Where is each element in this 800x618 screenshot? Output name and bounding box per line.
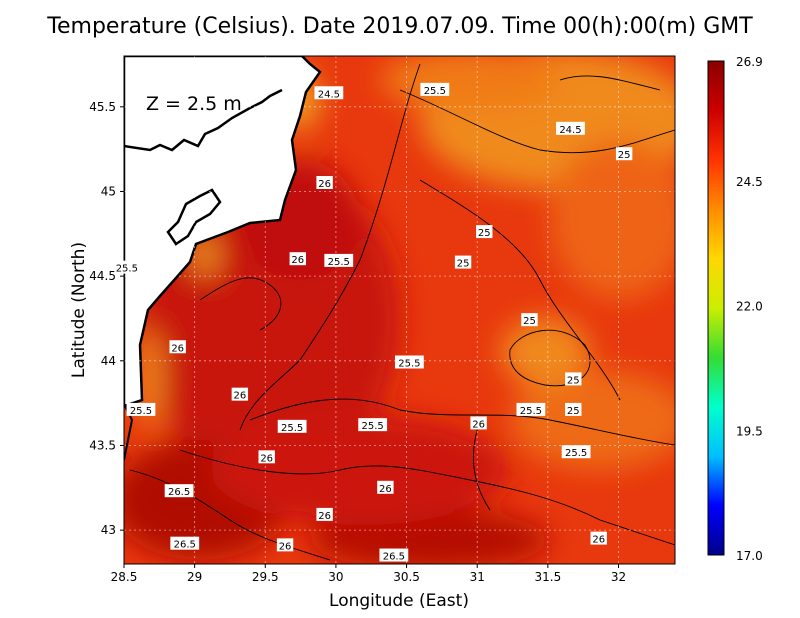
- contour-label-box: [126, 402, 156, 416]
- contour-label: 26: [171, 343, 184, 354]
- contour-label: 26: [472, 419, 485, 430]
- contour-label-box: [565, 402, 582, 416]
- colorbar-label: 17.0: [736, 549, 763, 563]
- contour-label-box: [556, 121, 585, 135]
- contour-label: 25: [618, 150, 631, 161]
- contour-label: 25.5: [328, 257, 350, 268]
- contour-label: 26: [279, 541, 292, 552]
- contour-label: 25.5: [520, 406, 542, 417]
- contour-label: 24.5: [559, 125, 581, 136]
- contour-label: 26.5: [174, 540, 196, 551]
- contour-label-box: [358, 418, 388, 432]
- contour-label-box: [169, 340, 186, 354]
- contour-label: 25: [567, 406, 580, 417]
- contour-label: 25.5: [424, 86, 446, 97]
- y-tick-label: 45.5: [89, 100, 116, 114]
- x-axis-ticks: 28.5 29 29.5 30 30.5 31 31.5 32: [111, 564, 626, 584]
- contour-label-box: [316, 176, 333, 189]
- colorbar-label: 19.5: [736, 424, 763, 438]
- contour-label: 26: [291, 255, 304, 266]
- contour-label: 26.5: [168, 487, 190, 498]
- contour-label-box: [470, 416, 487, 430]
- contour-label-box: [164, 484, 194, 498]
- contour-label: 25.5: [565, 448, 587, 459]
- contour-label-box: [316, 507, 333, 521]
- contour-label-box: [276, 538, 294, 552]
- colorbar-label: 22.0: [736, 300, 763, 314]
- contour-label-box: [561, 445, 591, 459]
- x-tick-label: 32: [611, 570, 626, 584]
- contour-label-box: [231, 387, 249, 401]
- contour-label-box: [394, 355, 424, 369]
- contour-label: 25: [567, 375, 580, 386]
- contour-label: 24.5: [318, 89, 340, 100]
- colorbar-labels: 26.9 24.5 22.0 19.5 17.0: [736, 55, 763, 563]
- contour-label: 26: [379, 484, 392, 495]
- contour-label-box: [170, 536, 200, 550]
- contour-label-box: [289, 252, 306, 266]
- plot-frame: [123, 55, 676, 565]
- colorbar: [707, 60, 725, 556]
- depth-label: Z = 2.5 m: [146, 93, 242, 115]
- contour-label-box: [379, 548, 409, 562]
- y-tick-label: 44: [101, 354, 116, 368]
- contour-label: 25: [478, 228, 491, 239]
- contour-label-box: [615, 147, 633, 161]
- x-tick-label: 28.5: [111, 570, 138, 584]
- contour-label-box: [258, 450, 275, 464]
- x-tick-label: 30.5: [393, 570, 420, 584]
- x-tick-label: 29: [187, 570, 202, 584]
- map-title: Temperature (Celsius). Date 2019.07.09. …: [47, 14, 753, 39]
- coastline-mid: [166, 188, 222, 246]
- contour-label-box: [324, 253, 354, 267]
- contour-label: 26: [318, 511, 331, 522]
- y-tick-label: 43.5: [89, 438, 116, 452]
- contour-label-box: [516, 402, 546, 416]
- contour-label-box: [476, 225, 493, 239]
- colorbar-label: 24.5: [736, 175, 763, 189]
- coastline-north: [124, 88, 283, 152]
- contour-label: 25.5: [398, 358, 420, 369]
- contour-label-box: [377, 480, 394, 494]
- x-tick-label: 30: [328, 570, 343, 584]
- land-mass: [124, 56, 322, 408]
- contour-label: 26: [233, 391, 246, 402]
- colorbar-label: 26.9: [736, 55, 763, 69]
- contour-label: 26.5: [383, 552, 405, 563]
- contour-label: 25.5: [281, 423, 303, 434]
- x-axis-label: Longitude (East): [329, 591, 469, 611]
- y-axis-label: Latitude (North): [69, 242, 89, 378]
- contour-label: 26: [592, 535, 605, 546]
- contour-labels: 24.5 25.5 24.5 25 26 25 25.5 26 25.5 25 25 26 25.5 25…: [112, 82, 633, 563]
- x-tick-label: 29.5: [252, 570, 279, 584]
- contour-label: 25: [457, 259, 470, 270]
- contour-label-box: [112, 260, 142, 274]
- contour-label: 26: [260, 453, 273, 464]
- y-tick-label: 45: [101, 184, 116, 198]
- contour-label-box: [314, 86, 344, 100]
- contour-label-box: [277, 419, 307, 433]
- contour-label: 25.5: [362, 421, 384, 432]
- y-axis-ticks: 43 43.5 44 44.5 45 45.5: [89, 100, 124, 537]
- contour-label-box: [454, 255, 472, 269]
- contour-label-box: [420, 82, 450, 96]
- contour-label: 26: [318, 179, 331, 190]
- contour-label: 25.5: [130, 406, 152, 417]
- contour-label-box: [521, 313, 538, 327]
- y-tick-label: 43: [101, 523, 116, 537]
- contour-label-box: [590, 531, 607, 545]
- y-tick-label: 44.5: [89, 269, 116, 283]
- x-tick-label: 31.5: [534, 570, 561, 584]
- contour-label-box: [565, 372, 582, 386]
- contour-label: 25: [523, 316, 536, 327]
- x-tick-label: 31: [470, 570, 485, 584]
- contour-label: 25.5: [116, 264, 138, 275]
